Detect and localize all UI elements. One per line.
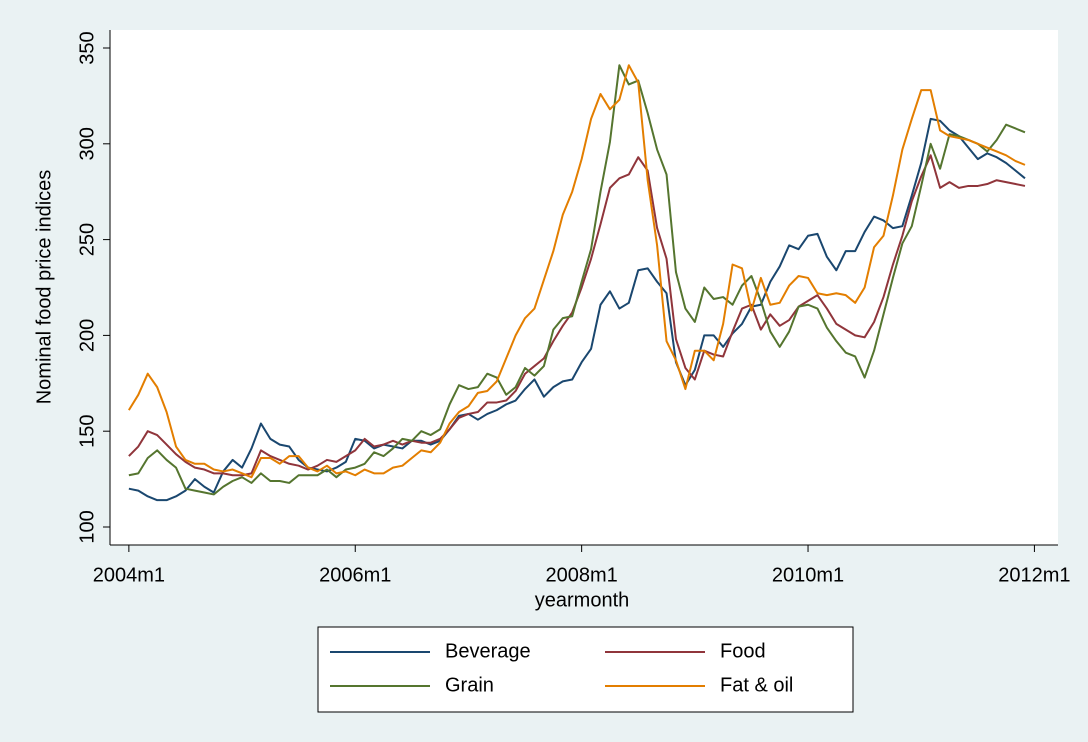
legend-label: Food [720, 640, 766, 662]
legend-label: Grain [445, 674, 494, 696]
y-tick-label: 300 [76, 127, 98, 160]
legend-label: Fat & oil [720, 674, 793, 696]
y-tick-label: 350 [76, 31, 98, 64]
legend-label: Beverage [445, 640, 531, 662]
x-tick-label: 2012m1 [998, 564, 1070, 586]
x-tick-label: 2006m1 [319, 564, 391, 586]
y-tick-label: 200 [76, 319, 98, 352]
y-tick-label: 250 [76, 223, 98, 256]
x-tick-label: 2008m1 [546, 564, 618, 586]
legend [317, 626, 854, 713]
x-axis-label: yearmonth [535, 589, 630, 611]
y-tick-label: 150 [76, 415, 98, 448]
x-tick-label: 2010m1 [772, 564, 844, 586]
y-axis-label: Nominal food price indices [33, 170, 55, 405]
line-series [128, 117, 1026, 502]
line-series [128, 64, 1026, 479]
line-series [128, 64, 1026, 496]
y-tick-label: 100 [76, 510, 98, 543]
x-tick-label: 2004m1 [93, 564, 165, 586]
plot-region [110, 30, 1058, 545]
